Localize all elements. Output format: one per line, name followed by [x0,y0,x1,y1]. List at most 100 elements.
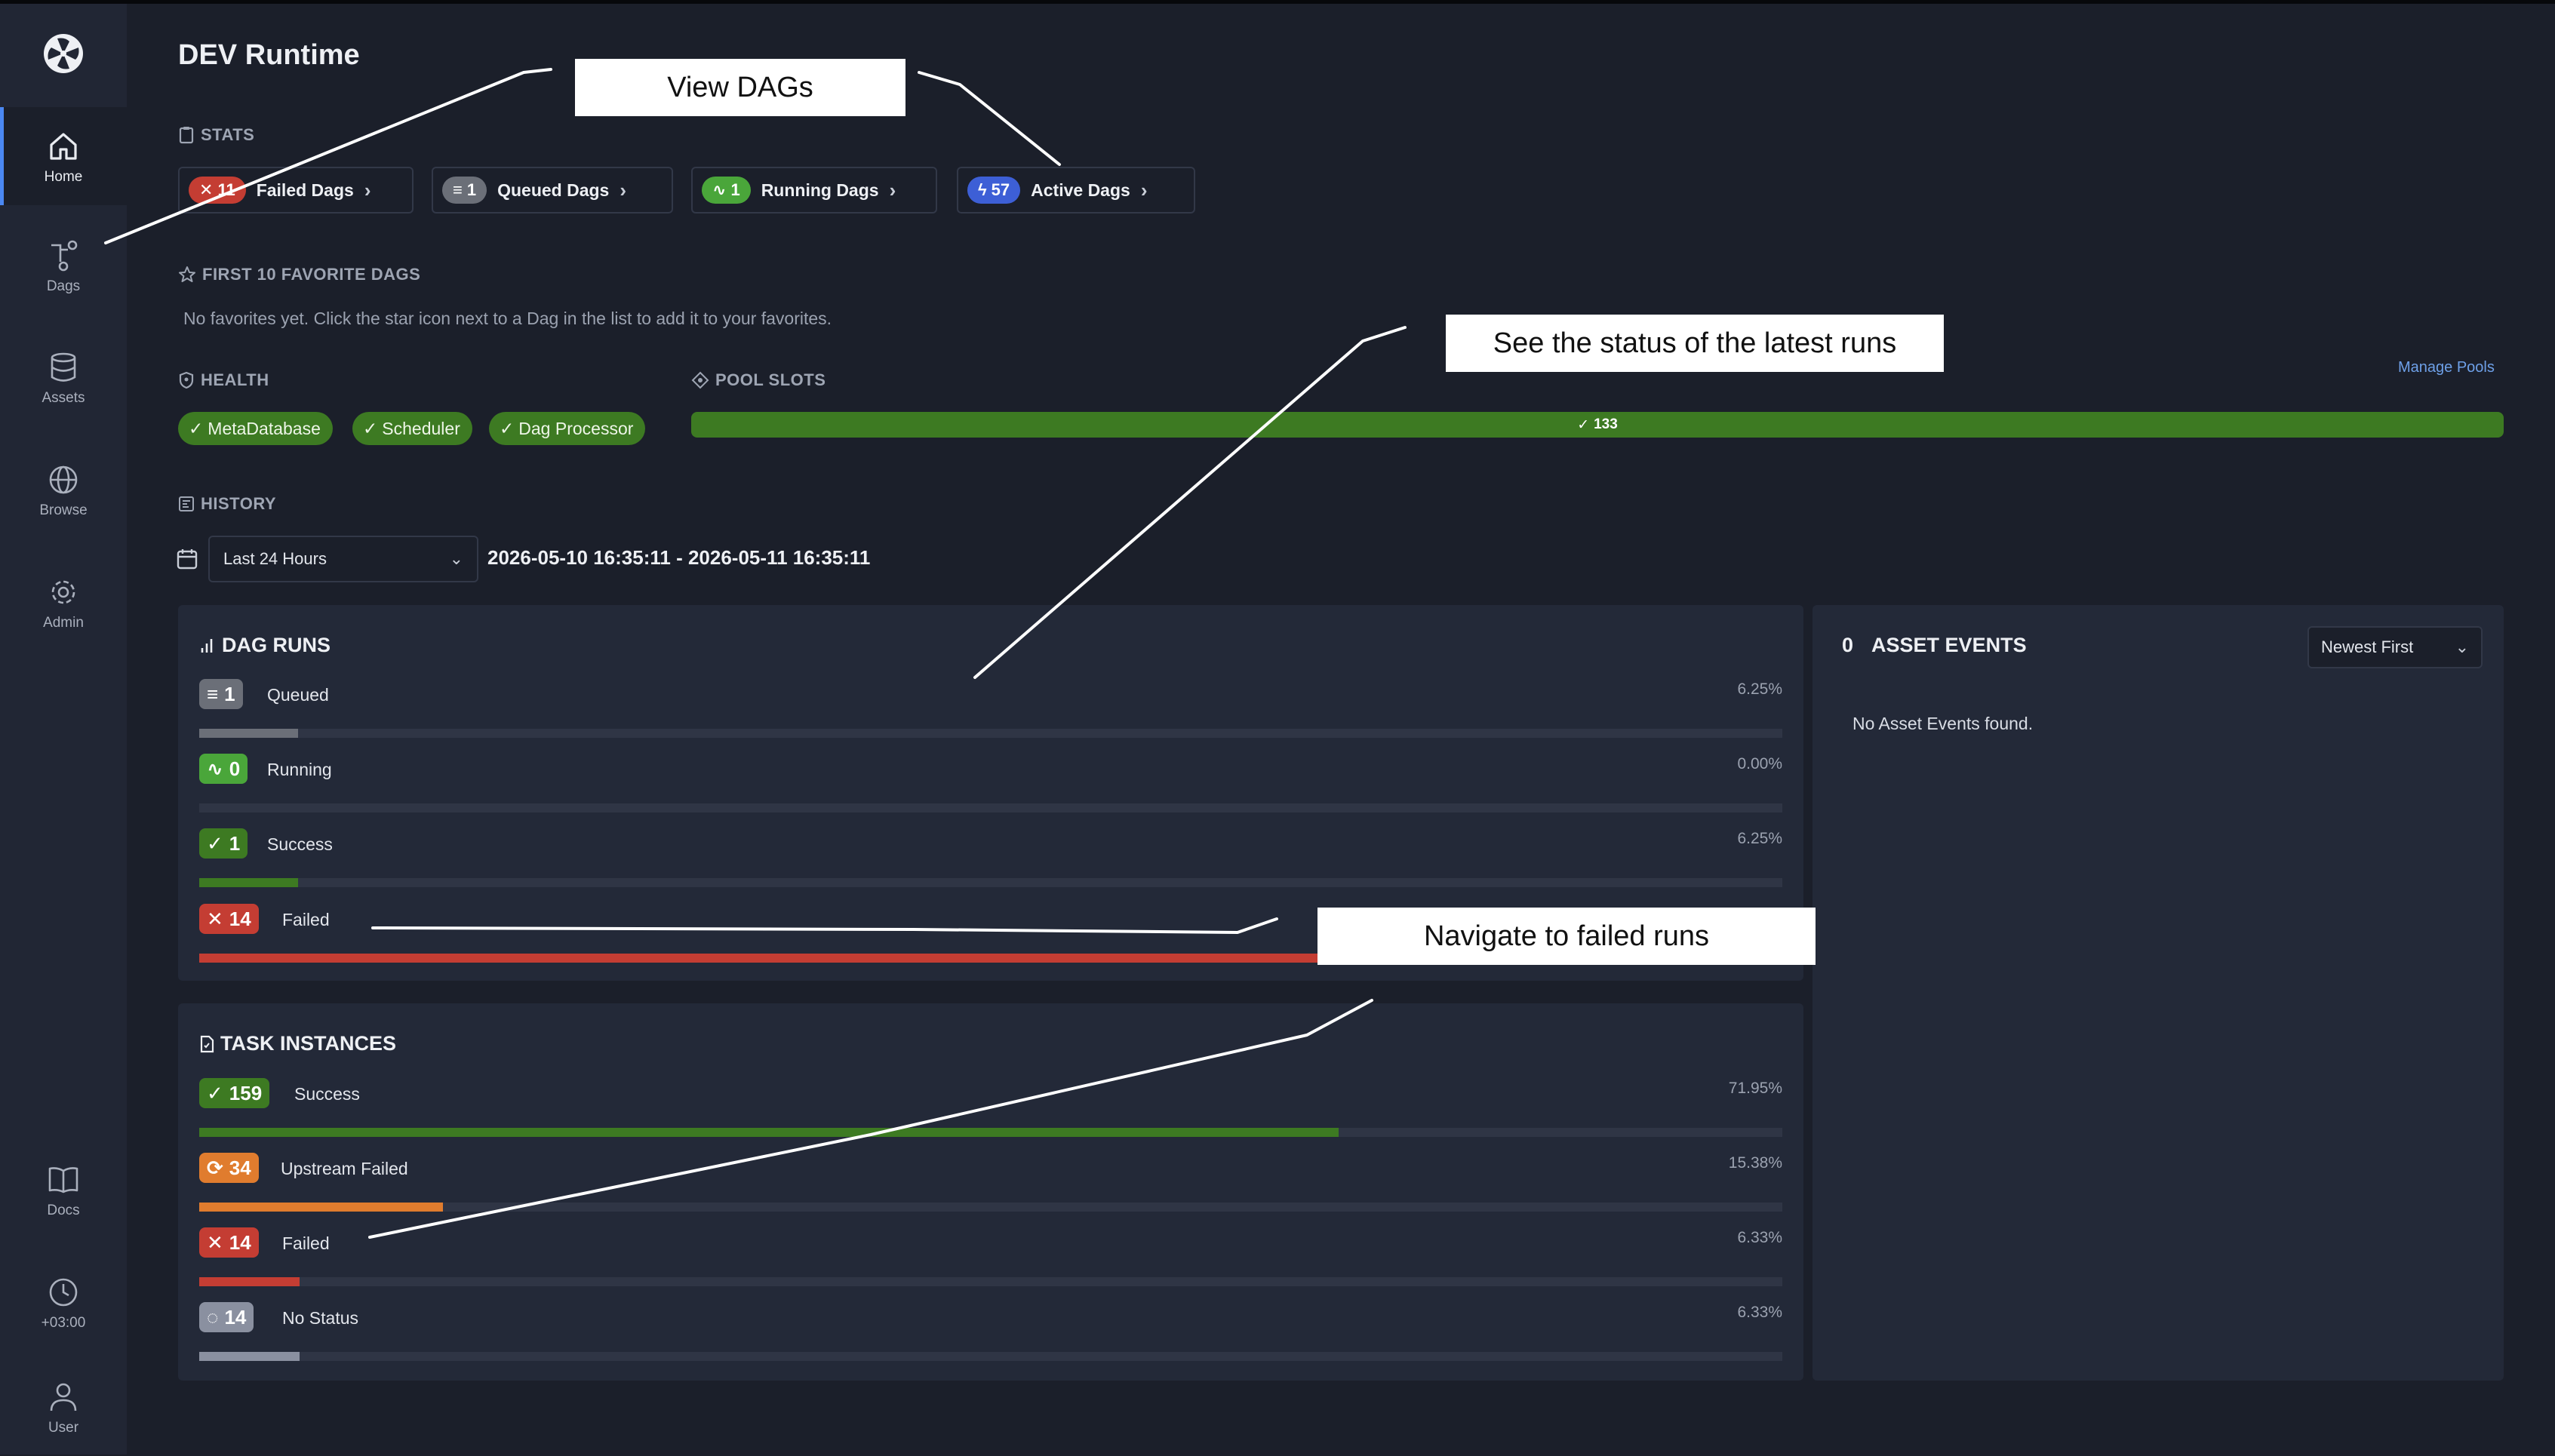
task-no-status-badge: ◌ 14 [199,1302,254,1332]
date-range-text: 2026-05-10 16:35:11 - 2026-05-11 16:35:1… [487,546,871,569]
active-dags-button[interactable]: ϟ 57 Active Dags › [957,167,1195,213]
sidebar-item-label: Assets [42,390,85,406]
progress-fill [199,1277,300,1286]
dag-runs-success-row[interactable]: ✓ 1 Success 6.25% [199,828,1782,896]
sidebar-item-user[interactable]: User [0,1358,127,1456]
task-success-row[interactable]: ✓ 159 Success 71.95% [199,1078,1782,1146]
page-title: DEV Runtime [178,39,360,71]
chevron-right-icon: › [620,178,627,201]
queued-dags-label: Queued Dags [497,180,610,200]
sidebar-item-label: Home [44,169,83,185]
queued-dags-badge: ≡ 1 [442,177,487,204]
dag-runs-failed-badge: ✕ 14 [199,904,259,934]
check-icon: ✓ [207,831,223,855]
airflow-logo-icon[interactable] [42,32,85,75]
favorites-empty-text: No favorites yet. Click the star icon ne… [183,309,832,328]
dag-runs-row-label: Running [267,760,332,779]
active-dags-badge: ϟ 57 [967,177,1021,204]
sidebar-item-label: Docs [47,1203,80,1218]
pool-slots-bar[interactable]: ✓ 133 [691,412,2504,438]
health-scheduler-badge[interactable]: ✓ Scheduler [352,412,472,445]
progress-fill [199,729,299,738]
failed-dags-button[interactable]: ✕ 11 Failed Dags › [178,167,414,213]
pulse-icon: ∿ [712,180,727,199]
sidebar: Home Dags Assets Browse Admin [0,4,127,1454]
sidebar-item-label: Browse [39,502,88,518]
queue-icon: ≡ [207,682,219,705]
callout-latest-runs: See the status of the latest runs [1446,315,1944,372]
progress-track [199,1277,1782,1286]
sidebar-item-label: Admin [43,615,84,631]
sidebar-item-timezone[interactable]: +03:00 [0,1253,127,1351]
progress-track [199,729,1782,738]
asset-events-sort-select[interactable]: Newest First ⌄ [2307,626,2483,668]
progress-fill [199,1203,443,1212]
dags-icon [51,240,78,272]
progress-track [199,803,1782,812]
pulse-icon: ∿ [207,757,223,780]
task-no-status-row[interactable]: ◌ 14 No Status 6.33% [199,1302,1782,1370]
task-row-label: No Status [282,1308,358,1328]
book-icon [48,1167,78,1193]
failed-dags-badge: ✕ 11 [189,177,246,204]
sidebar-item-admin[interactable]: Admin [0,553,127,651]
queued-dags-button[interactable]: ≡ 1 Queued Dags › [432,167,673,213]
running-dags-badge: ∿ 1 [702,177,751,204]
history-icon [179,496,194,511]
callout-line-view-dags-right [918,71,1061,166]
task-row-pct: 71.95% [1728,1080,1782,1097]
chevron-right-icon: › [364,178,371,201]
health-dag-processor-badge[interactable]: ✓ Dag Processor [489,412,646,445]
chevron-right-icon: › [1140,178,1148,201]
check-icon: ✓ [189,418,204,438]
running-dags-button[interactable]: ∿ 1 Running Dags › [691,167,937,213]
queue-icon: ≡ [453,180,463,199]
user-icon [50,1383,77,1411]
asset-events-panel [1812,605,2504,1381]
sidebar-item-browse[interactable]: Browse [0,441,127,539]
sidebar-item-dags[interactable]: Dags [0,217,127,315]
running-dags-label: Running Dags [761,180,879,200]
health-metadatabase-badge[interactable]: ✓ MetaDatabase [178,412,333,445]
task-row-label: Success [294,1084,360,1104]
progress-fill [199,878,299,887]
task-row-label: Failed [282,1233,330,1253]
pool-icon [691,371,709,389]
history-heading: HISTORY [178,494,276,514]
progress-track [199,878,1782,887]
progress-fill [199,954,1585,963]
sidebar-item-docs[interactable]: Docs [0,1141,127,1239]
active-dags-label: Active Dags [1031,180,1130,200]
task-row-pct: 6.33% [1737,1304,1782,1321]
dag-runs-row-pct: 6.25% [1737,830,1782,847]
file-icon [200,1035,214,1052]
dag-runs-queued-row[interactable]: ≡ 1 Queued 6.25% [199,679,1782,747]
sidebar-item-home[interactable]: Home [0,107,127,205]
callout-view-dags: View DAGs [575,59,905,116]
dag-runs-heading: DAG RUNS [199,634,331,657]
asset-events-count: 0 [1842,634,1854,656]
task-upstream-failed-row[interactable]: ⟳ 34 Upstream Failed 15.38% [199,1153,1782,1221]
top-border [0,0,2555,4]
manage-pools-link[interactable]: Manage Pools [2398,359,2495,376]
dag-runs-running-row[interactable]: ∿ 0 Running 0.00% [199,754,1782,822]
sidebar-item-assets[interactable]: Assets [0,328,127,426]
chevron-down-icon: ⌄ [2455,637,2469,656]
home-icon [50,133,77,160]
chevron-right-icon: › [889,178,896,201]
stats-heading: STATS [178,125,254,145]
upstream-icon: ⟳ [207,1156,223,1179]
check-icon: ✓ [1577,416,1590,433]
globe-icon [49,465,78,494]
callout-failed-runs: Navigate to failed runs [1317,908,1816,965]
time-range-select[interactable]: Last 24 Hours ⌄ [208,536,478,582]
progress-fill [199,1128,1339,1137]
task-failed-row[interactable]: ✕ 14 Failed 6.33% [199,1227,1782,1295]
health-heading: HEALTH [178,370,269,390]
task-upstream-failed-badge: ⟳ 34 [199,1153,259,1183]
task-failed-badge: ✕ 14 [199,1227,259,1258]
bar-chart-icon [201,638,213,653]
x-icon: ✕ [199,180,214,199]
progress-fill [199,1352,300,1361]
callout-line-view-dags-left [104,68,552,244]
